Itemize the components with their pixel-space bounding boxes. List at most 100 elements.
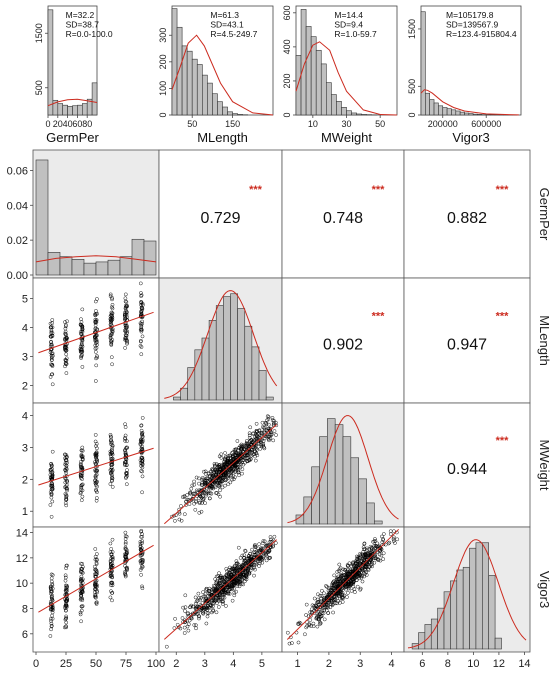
scatter-point xyxy=(349,578,354,583)
scatter-point xyxy=(64,608,68,613)
scatter-point xyxy=(372,543,377,548)
scatter-point xyxy=(193,507,198,512)
scatter-point xyxy=(49,372,54,377)
scatter-point xyxy=(189,603,194,608)
scatter-point xyxy=(244,575,249,579)
scatter-point xyxy=(80,343,84,347)
scatter-point xyxy=(319,613,324,618)
scatter-point xyxy=(339,572,343,577)
stat-label: R=123.4-915804.4 xyxy=(446,29,517,39)
scatter-point xyxy=(110,332,114,336)
scatter-point xyxy=(230,454,235,459)
scatter-point xyxy=(264,544,269,548)
scatter-point xyxy=(368,554,373,559)
scatter-point xyxy=(94,444,98,448)
correlation-value: 0.947 xyxy=(447,337,487,354)
scatter-point xyxy=(63,468,68,472)
scatter-point xyxy=(341,581,345,586)
scatter-point xyxy=(180,616,185,620)
scatter-point xyxy=(244,561,249,566)
scatter-point xyxy=(93,299,98,304)
scatter-point xyxy=(64,563,69,568)
pairs-cell-mweight-mlength xyxy=(158,402,283,528)
scatter-point xyxy=(123,542,128,546)
scatter-point xyxy=(349,589,354,593)
scatter-point xyxy=(79,317,83,322)
scatter-point xyxy=(298,621,303,626)
scatter-point xyxy=(213,479,218,483)
histogram-bar xyxy=(311,466,320,525)
scatter-point xyxy=(108,452,113,457)
scatter-point xyxy=(80,482,85,487)
scatter-point xyxy=(194,623,198,628)
histogram-bar xyxy=(358,478,367,525)
scatter-point xyxy=(360,568,365,573)
scatter-point xyxy=(186,628,191,633)
scatter-point xyxy=(266,415,271,419)
histogram-bar xyxy=(207,82,213,116)
scatter-point xyxy=(216,479,221,484)
stat-label: R=1.0-59.7 xyxy=(334,29,377,39)
scatter-point xyxy=(211,608,216,612)
y-tick-label: 100 xyxy=(158,81,168,96)
scatter-point xyxy=(240,471,244,476)
scatter-point xyxy=(258,550,262,554)
scatter-point xyxy=(93,312,97,317)
histogram-bar xyxy=(208,320,217,401)
correlation-value: 0.902 xyxy=(323,337,363,354)
scatter-point xyxy=(63,501,68,505)
scatter-point xyxy=(266,437,271,441)
scatter-point xyxy=(177,511,182,516)
histogram-bar xyxy=(237,114,243,116)
scatter-point xyxy=(80,578,84,583)
scatter-point xyxy=(109,570,113,575)
scatter-point xyxy=(125,341,129,346)
scatter-point xyxy=(322,596,326,601)
scatter-point xyxy=(94,487,98,492)
density-curve xyxy=(171,34,274,116)
correlation-value: 0.944 xyxy=(447,461,487,478)
scatter-point xyxy=(373,543,378,548)
correlation-value: 0.882 xyxy=(447,210,487,227)
scatter-point xyxy=(108,292,113,297)
histogram-bar xyxy=(361,114,367,116)
scatter-point xyxy=(342,572,347,577)
scatter-point xyxy=(64,352,69,357)
y-tick-label: 14 xyxy=(16,528,28,540)
scatter-point xyxy=(123,450,128,455)
histogram-bar xyxy=(196,64,203,116)
scatter-point xyxy=(95,355,99,360)
scatter-point xyxy=(50,364,55,368)
scatter-point xyxy=(324,584,328,588)
scatter-point xyxy=(224,566,229,571)
scatter-point xyxy=(64,624,68,629)
scatter-point xyxy=(110,469,114,474)
histogram-bar xyxy=(223,296,231,401)
scatter-point xyxy=(177,517,182,522)
scatter-point xyxy=(188,491,193,496)
scatter-point xyxy=(109,440,113,445)
scatter-point xyxy=(138,343,143,348)
scatter-point xyxy=(110,476,114,481)
scatter-point xyxy=(172,513,176,518)
scatter-point xyxy=(227,565,232,570)
scatter-point xyxy=(49,356,54,361)
cell-frame xyxy=(403,277,531,404)
scatter-point xyxy=(364,565,368,570)
x-tick-label: 3 xyxy=(202,658,208,670)
scatter-point xyxy=(260,560,265,565)
scatter-point xyxy=(340,593,345,597)
scatter-point xyxy=(325,585,329,589)
scatter-point xyxy=(234,573,239,578)
scatter-point xyxy=(268,543,273,547)
histogram-bar xyxy=(464,112,470,116)
scatter-point xyxy=(246,444,251,448)
scatter-point xyxy=(270,416,275,420)
scatter-point xyxy=(139,469,143,473)
scatter-point xyxy=(311,621,316,626)
scatter-point xyxy=(234,559,239,563)
histogram-bar xyxy=(315,49,322,116)
plot-frame xyxy=(420,5,522,116)
scatter-point xyxy=(203,469,208,474)
scatter-point xyxy=(218,578,223,582)
